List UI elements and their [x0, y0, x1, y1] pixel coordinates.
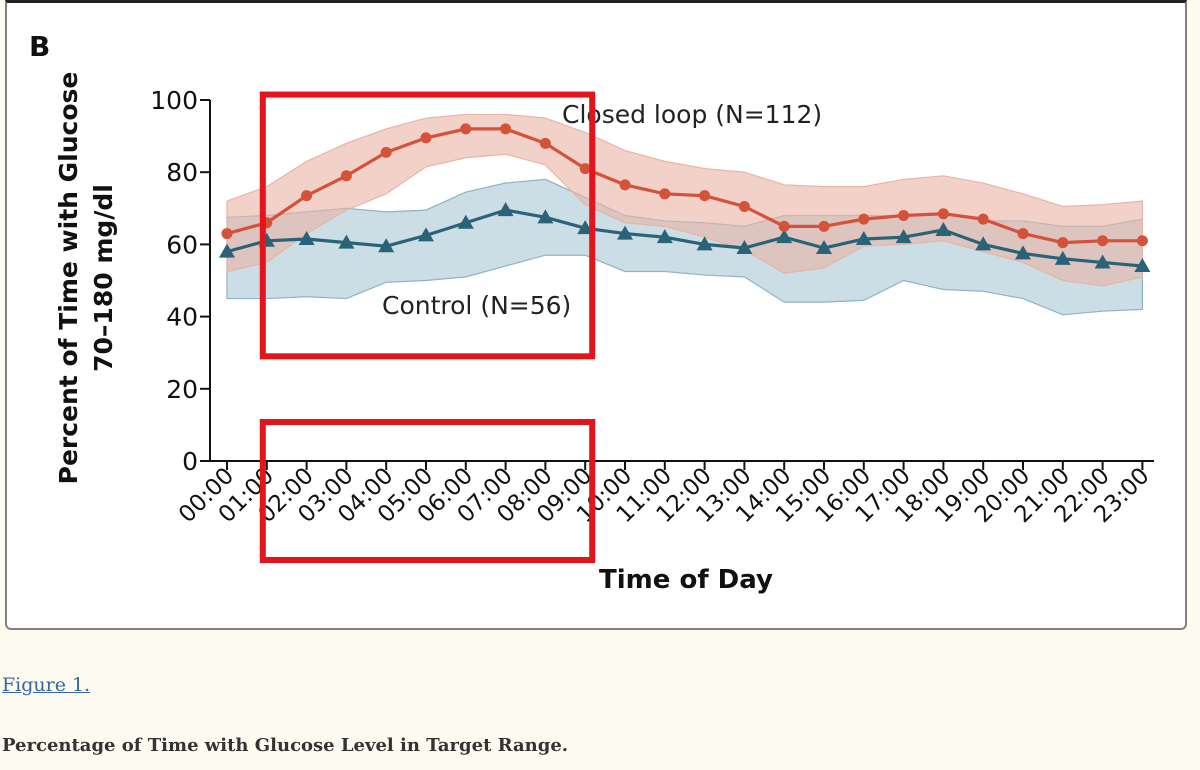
control-band [226, 178, 1143, 316]
closed-loop-point [778, 220, 790, 232]
closed-loop-point [898, 210, 910, 222]
closed-loop-point [818, 220, 830, 232]
control-point [1015, 245, 1031, 260]
control-point [338, 234, 355, 249]
figure-link[interactable]: Figure 1. [2, 674, 91, 696]
control-point [617, 225, 633, 240]
control-point [497, 202, 514, 217]
control-point [378, 238, 395, 253]
closed-loop-point [937, 208, 949, 220]
series-markers [219, 123, 1151, 273]
control-annotation: Control (N=56) [382, 291, 571, 320]
control-point [457, 214, 474, 229]
control-point [219, 243, 235, 258]
control-point [736, 240, 753, 255]
closed-loop-point [579, 163, 591, 175]
control-point [935, 221, 952, 236]
y-axis-label-line1: Percent of Time with Glucose [54, 72, 83, 485]
closed-loop-point [977, 213, 989, 225]
closed-loop-point [500, 123, 512, 135]
control-point [975, 236, 992, 251]
y-tick-label: 20 [166, 375, 198, 404]
control-point [816, 240, 832, 255]
closed-loop-band [226, 113, 1143, 287]
closed-loop-point [619, 179, 631, 191]
x-axis-label: Time of Day [599, 565, 773, 595]
control-point [418, 227, 434, 242]
closed-loop-line [226, 127, 1143, 245]
control-point [1134, 258, 1151, 273]
closed-loop-point [699, 190, 711, 202]
control-point [1094, 254, 1111, 269]
closed-loop-point [1017, 228, 1029, 240]
chart-svg: B Percent of Time with Glucose 70–180 mg… [29, 30, 1155, 595]
closed-loop-point [659, 188, 671, 200]
panel-letter: B [29, 30, 50, 63]
figure-panel: B Percent of Time with Glucose 70–180 mg… [5, 0, 1187, 630]
closed-loop-point [340, 170, 352, 182]
closed-loop-point [420, 132, 432, 144]
closed-loop-point [858, 213, 870, 225]
closed-loop-point [1097, 235, 1109, 247]
control-point [776, 229, 793, 244]
series-lines [226, 127, 1143, 268]
control-point [1054, 250, 1071, 265]
y-tick-label: 0 [182, 447, 198, 476]
highlight-box-labels [259, 419, 596, 563]
closed-loop-point [460, 123, 472, 135]
control-point [855, 230, 872, 245]
closed-loop-point [738, 200, 750, 212]
y-axis-label: Percent of Time with Glucose 70–180 mg/d… [54, 72, 118, 485]
closed-loop-annotation: Closed loop (N=112) [562, 100, 822, 129]
control-point [298, 230, 315, 245]
axes [209, 100, 1154, 462]
confidence-bands [226, 113, 1143, 316]
control-point [537, 209, 554, 224]
highlight-boxes [259, 91, 596, 563]
highlight-box-plot [259, 91, 596, 360]
closed-loop-point [1057, 237, 1069, 249]
control-point [656, 229, 673, 244]
y-tick-label: 60 [166, 230, 198, 259]
y-tick-label: 80 [166, 158, 198, 187]
closed-loop-point [539, 137, 551, 149]
closed-loop-point [1136, 235, 1148, 247]
control-point [895, 229, 912, 244]
y-tick-label: 100 [150, 86, 198, 115]
y-axis-label-line2: 70–180 mg/dl [89, 184, 118, 372]
control-point [696, 236, 713, 251]
control-line [226, 208, 1143, 268]
closed-loop-point [301, 190, 313, 202]
closed-loop-point [380, 146, 392, 158]
figure-caption: Percentage of Time with Glucose Level in… [2, 735, 569, 756]
y-tick-label: 40 [166, 303, 198, 332]
closed-loop-point [221, 228, 233, 240]
